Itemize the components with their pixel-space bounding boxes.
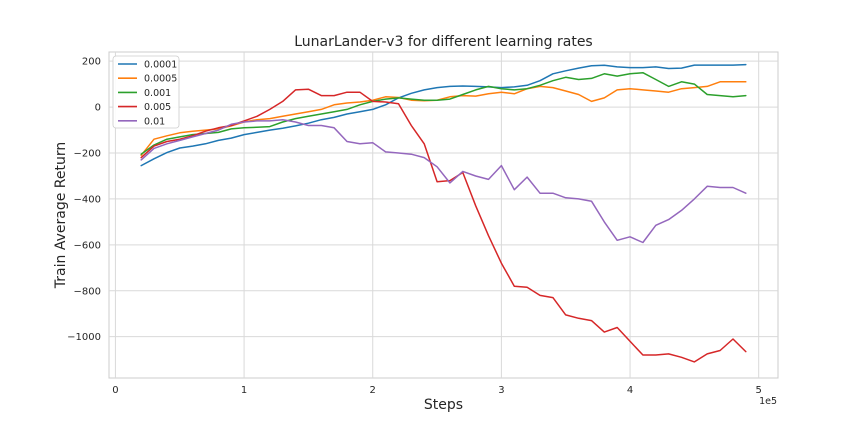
x-tick-labels: 0 1 2 3 4 5 <box>112 385 762 396</box>
x-tick-label: 2 <box>370 385 376 396</box>
y-axis-label: Train Average Return <box>53 142 69 289</box>
x-offset-label: 1e5 <box>759 396 777 407</box>
series-line-0.0001 <box>140 63 747 167</box>
y-tick-label: −1000 <box>67 332 101 343</box>
x-tick-label: 4 <box>627 385 633 396</box>
legend-label: 0.001 <box>144 88 171 99</box>
legend-label: 0.0005 <box>144 74 177 85</box>
x-axis-label: Steps <box>424 397 463 413</box>
x-tick-label: 5 <box>756 385 762 396</box>
legend-label: 0.01 <box>144 116 165 127</box>
y-tick-label: 0 <box>95 103 101 114</box>
series-lines <box>140 63 747 363</box>
y-tick-label: −200 <box>74 149 101 160</box>
legend-label: 0.0001 <box>144 60 177 71</box>
legend-label: 0.005 <box>144 102 171 113</box>
legend-box <box>112 55 180 129</box>
y-tick-label: −400 <box>74 194 101 205</box>
series-line-0.001 <box>140 71 747 155</box>
y-tick-labels: 200 0 −200 −400 −600 −800 −1000 <box>67 57 101 343</box>
x-tick-label: 3 <box>498 385 504 396</box>
x-tick-label: 1 <box>241 385 247 396</box>
plot-background <box>108 51 779 379</box>
series-line-0.01 <box>140 118 747 244</box>
y-tick-label: −800 <box>74 286 101 297</box>
chart-title: LunarLander-v3 for different learning ra… <box>294 34 592 50</box>
legend: 0.0001 0.0005 0.001 0.005 0.01 <box>112 55 180 129</box>
y-tick-label: 200 <box>82 57 101 68</box>
grid-lines <box>109 52 778 378</box>
x-tick-label: 0 <box>112 385 118 396</box>
y-tick-label: −600 <box>74 240 101 251</box>
